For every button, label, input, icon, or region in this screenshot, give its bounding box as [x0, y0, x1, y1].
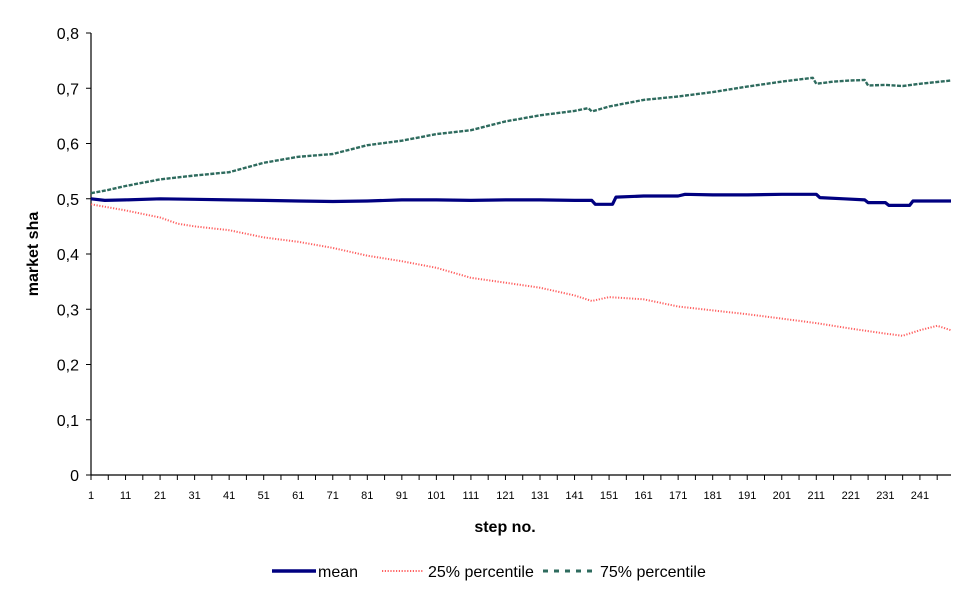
x-tick-label: 161 — [634, 490, 652, 502]
y-tick-label: 0,3 — [57, 302, 79, 319]
x-tick-label: 21 — [154, 490, 166, 502]
y-tick-label: 0,6 — [57, 137, 79, 154]
y-tick-label: 0 — [70, 468, 79, 485]
x-tick-label: 201 — [773, 490, 791, 502]
series-line-1 — [90, 192, 951, 207]
x-tick-label: 121 — [496, 490, 514, 502]
x-tick-label: 151 — [600, 490, 618, 502]
series-line-2 — [90, 203, 952, 337]
x-tick-label: 81 — [361, 490, 373, 502]
x-tick-label: 171 — [669, 490, 687, 502]
x-tick-label: 211 — [808, 490, 826, 502]
x-tick-label: 101 — [427, 490, 445, 502]
x-tick-label: 141 — [565, 490, 583, 502]
x-tick-label: 181 — [704, 490, 722, 502]
x-tick-label: 241 — [911, 490, 929, 502]
legend: mean 25% percentile 75% percentile — [272, 564, 706, 581]
x-axis-label: step no. — [474, 519, 535, 536]
legend-label-2: 25% percentile — [428, 564, 534, 581]
y-axis: 0 0,1 0,2 0,3 0,4 0,5 0,6 0,7 0,8 — [57, 26, 92, 485]
x-tick-label: 221 — [842, 490, 860, 502]
x-tick-label: 11 — [120, 490, 131, 502]
y-tick-label: 0,8 — [57, 26, 79, 43]
series-line-3 — [90, 76, 952, 195]
x-tick-label: 31 — [188, 490, 200, 502]
x-axis: 1 11 21 31 41 51 61 71 81 91 101 111 121 131 141 151 161… — [88, 474, 951, 502]
x-tick-label: 61 — [292, 490, 304, 502]
y-axis-label: market sha — [25, 212, 42, 297]
x-tick-label: 231 — [876, 490, 894, 502]
x-tick-label: 191 — [738, 490, 756, 502]
y-tick-label: 0,2 — [57, 358, 79, 375]
legend-label-3: 75% percentile — [600, 564, 706, 581]
x-tick-label: 41 — [223, 490, 235, 502]
series-layer — [90, 76, 952, 337]
x-tick-label: 131 — [531, 490, 549, 502]
x-tick-label: 111 — [463, 490, 480, 502]
y-tick-label: 0,5 — [57, 192, 79, 209]
x-tick-label: 91 — [396, 490, 408, 502]
x-tick-label: 71 — [327, 490, 339, 502]
y-tick-label: 0,1 — [57, 413, 79, 430]
y-tick-label: 0,7 — [57, 81, 79, 98]
legend-label-1: mean — [318, 564, 358, 581]
x-tick-label: 1 — [88, 490, 94, 502]
x-tick-label: 51 — [258, 490, 270, 502]
y-tick-label: 0,4 — [57, 247, 79, 264]
